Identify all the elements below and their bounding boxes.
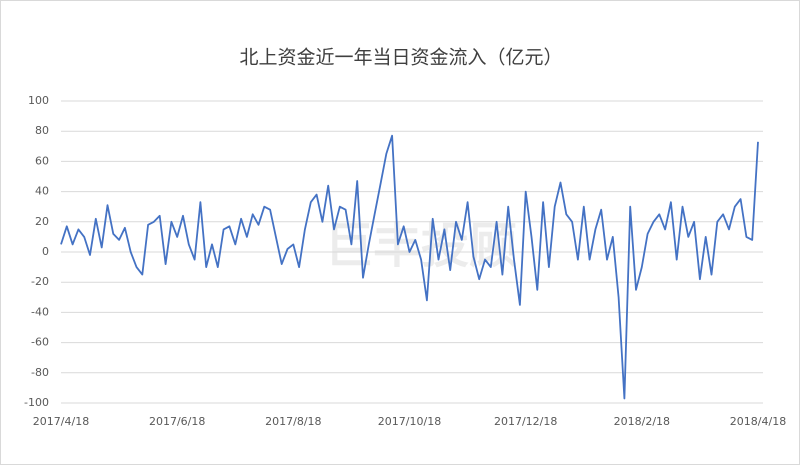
x-tick-label: 2018/4/18 xyxy=(730,415,786,428)
y-tick-label: -100 xyxy=(24,396,49,409)
x-tick-label: 2017/8/18 xyxy=(265,415,321,428)
y-tick-label: 40 xyxy=(35,185,49,198)
y-tick-label: -20 xyxy=(31,275,49,288)
data-line xyxy=(60,134,759,400)
x-tick-label: 2018/2/18 xyxy=(614,415,670,428)
x-tick-label: 2017/10/18 xyxy=(378,415,441,428)
y-tick-label: -40 xyxy=(31,305,49,318)
x-tick-label: 2017/4/18 xyxy=(33,415,89,428)
y-tick-label: 100 xyxy=(28,94,49,107)
x-tick-label: 2017/6/18 xyxy=(149,415,205,428)
x-tick-label: 2017/12/18 xyxy=(494,415,557,428)
y-tick-label: -60 xyxy=(31,336,49,349)
y-tick-label: 0 xyxy=(42,245,49,258)
y-tick-label: -80 xyxy=(31,366,49,379)
chart-title: 北上资金近一年当日资金流入（亿元） xyxy=(239,47,562,69)
y-tick-label: 80 xyxy=(35,124,49,137)
y-tick-label: 60 xyxy=(35,154,49,167)
y-tick-label: 20 xyxy=(35,215,49,228)
